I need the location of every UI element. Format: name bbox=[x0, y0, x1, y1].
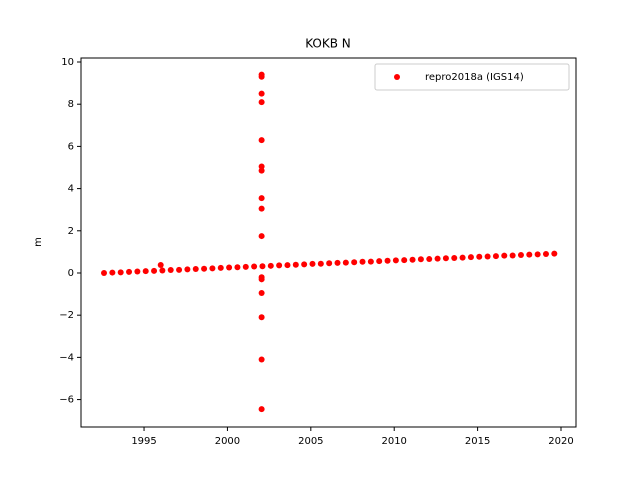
point bbox=[157, 261, 164, 268]
point bbox=[317, 260, 324, 267]
point bbox=[517, 252, 524, 259]
point bbox=[434, 255, 441, 262]
point bbox=[442, 255, 449, 262]
y-tick-label: 8 bbox=[68, 99, 74, 110]
y-axis-label: m bbox=[33, 237, 44, 247]
plot-frame bbox=[80, 57, 577, 428]
point bbox=[342, 259, 349, 266]
x-tick-label: 2000 bbox=[215, 436, 240, 447]
point bbox=[134, 268, 141, 275]
point bbox=[192, 265, 199, 272]
y-tick-label: −6 bbox=[59, 395, 74, 406]
point bbox=[551, 250, 558, 257]
point bbox=[184, 266, 191, 273]
point bbox=[251, 263, 258, 270]
point bbox=[484, 253, 491, 260]
y-tick-label: −4 bbox=[59, 352, 74, 363]
point bbox=[292, 261, 299, 268]
x-tick-label: 2010 bbox=[381, 436, 406, 447]
y-tick-label: 4 bbox=[68, 184, 74, 195]
legend-marker bbox=[394, 74, 400, 80]
point bbox=[142, 268, 149, 275]
point bbox=[467, 254, 474, 261]
point bbox=[126, 268, 133, 275]
point bbox=[258, 290, 265, 297]
point bbox=[258, 137, 265, 144]
point bbox=[334, 259, 341, 266]
point bbox=[226, 264, 233, 271]
point bbox=[201, 265, 208, 272]
legend-box bbox=[374, 63, 570, 91]
x-tick-label: 1995 bbox=[131, 436, 156, 447]
point bbox=[359, 258, 366, 265]
point bbox=[501, 252, 508, 259]
point bbox=[258, 99, 265, 106]
point bbox=[258, 233, 265, 240]
point bbox=[258, 276, 265, 283]
point bbox=[376, 258, 383, 265]
point bbox=[284, 262, 291, 269]
legend-label: repro2018a (IGS14) bbox=[425, 72, 524, 83]
point bbox=[351, 259, 358, 266]
point bbox=[417, 256, 424, 263]
point bbox=[258, 195, 265, 202]
point bbox=[509, 252, 516, 259]
point bbox=[258, 314, 265, 321]
point bbox=[459, 254, 466, 261]
point bbox=[451, 255, 458, 262]
point bbox=[101, 269, 108, 276]
point bbox=[167, 267, 174, 274]
point bbox=[117, 269, 124, 276]
point bbox=[217, 264, 224, 271]
point bbox=[258, 90, 265, 97]
point bbox=[159, 267, 166, 274]
y-tick-label: 10 bbox=[61, 57, 74, 68]
point bbox=[258, 406, 265, 413]
y-tick-label: −2 bbox=[59, 310, 74, 321]
point bbox=[534, 251, 541, 258]
point bbox=[384, 257, 391, 264]
point bbox=[476, 253, 483, 260]
point bbox=[426, 256, 433, 263]
point bbox=[301, 261, 308, 268]
point bbox=[176, 266, 183, 273]
point bbox=[267, 262, 274, 269]
y-tick-label: 0 bbox=[68, 268, 74, 279]
x-tick-label: 2020 bbox=[548, 436, 573, 447]
point bbox=[401, 257, 408, 264]
point bbox=[109, 269, 116, 276]
point bbox=[258, 163, 265, 170]
point bbox=[258, 356, 265, 363]
y-tick-label: 2 bbox=[68, 226, 74, 237]
point bbox=[259, 263, 266, 270]
y-tick-label: 6 bbox=[68, 141, 74, 152]
point bbox=[392, 257, 399, 264]
point bbox=[258, 73, 265, 80]
point bbox=[492, 253, 499, 260]
point bbox=[209, 265, 216, 272]
point bbox=[326, 260, 333, 267]
chart-title: KOKB N bbox=[305, 37, 351, 51]
point bbox=[234, 264, 241, 271]
point bbox=[151, 267, 158, 274]
x-tick-label: 2015 bbox=[465, 436, 490, 447]
point bbox=[309, 260, 316, 267]
point bbox=[542, 250, 549, 257]
point bbox=[409, 256, 416, 263]
point bbox=[367, 258, 374, 265]
point bbox=[242, 263, 249, 270]
point bbox=[258, 205, 265, 212]
x-tick-label: 2005 bbox=[298, 436, 323, 447]
point bbox=[526, 251, 533, 258]
point bbox=[258, 167, 265, 174]
point bbox=[276, 262, 283, 269]
